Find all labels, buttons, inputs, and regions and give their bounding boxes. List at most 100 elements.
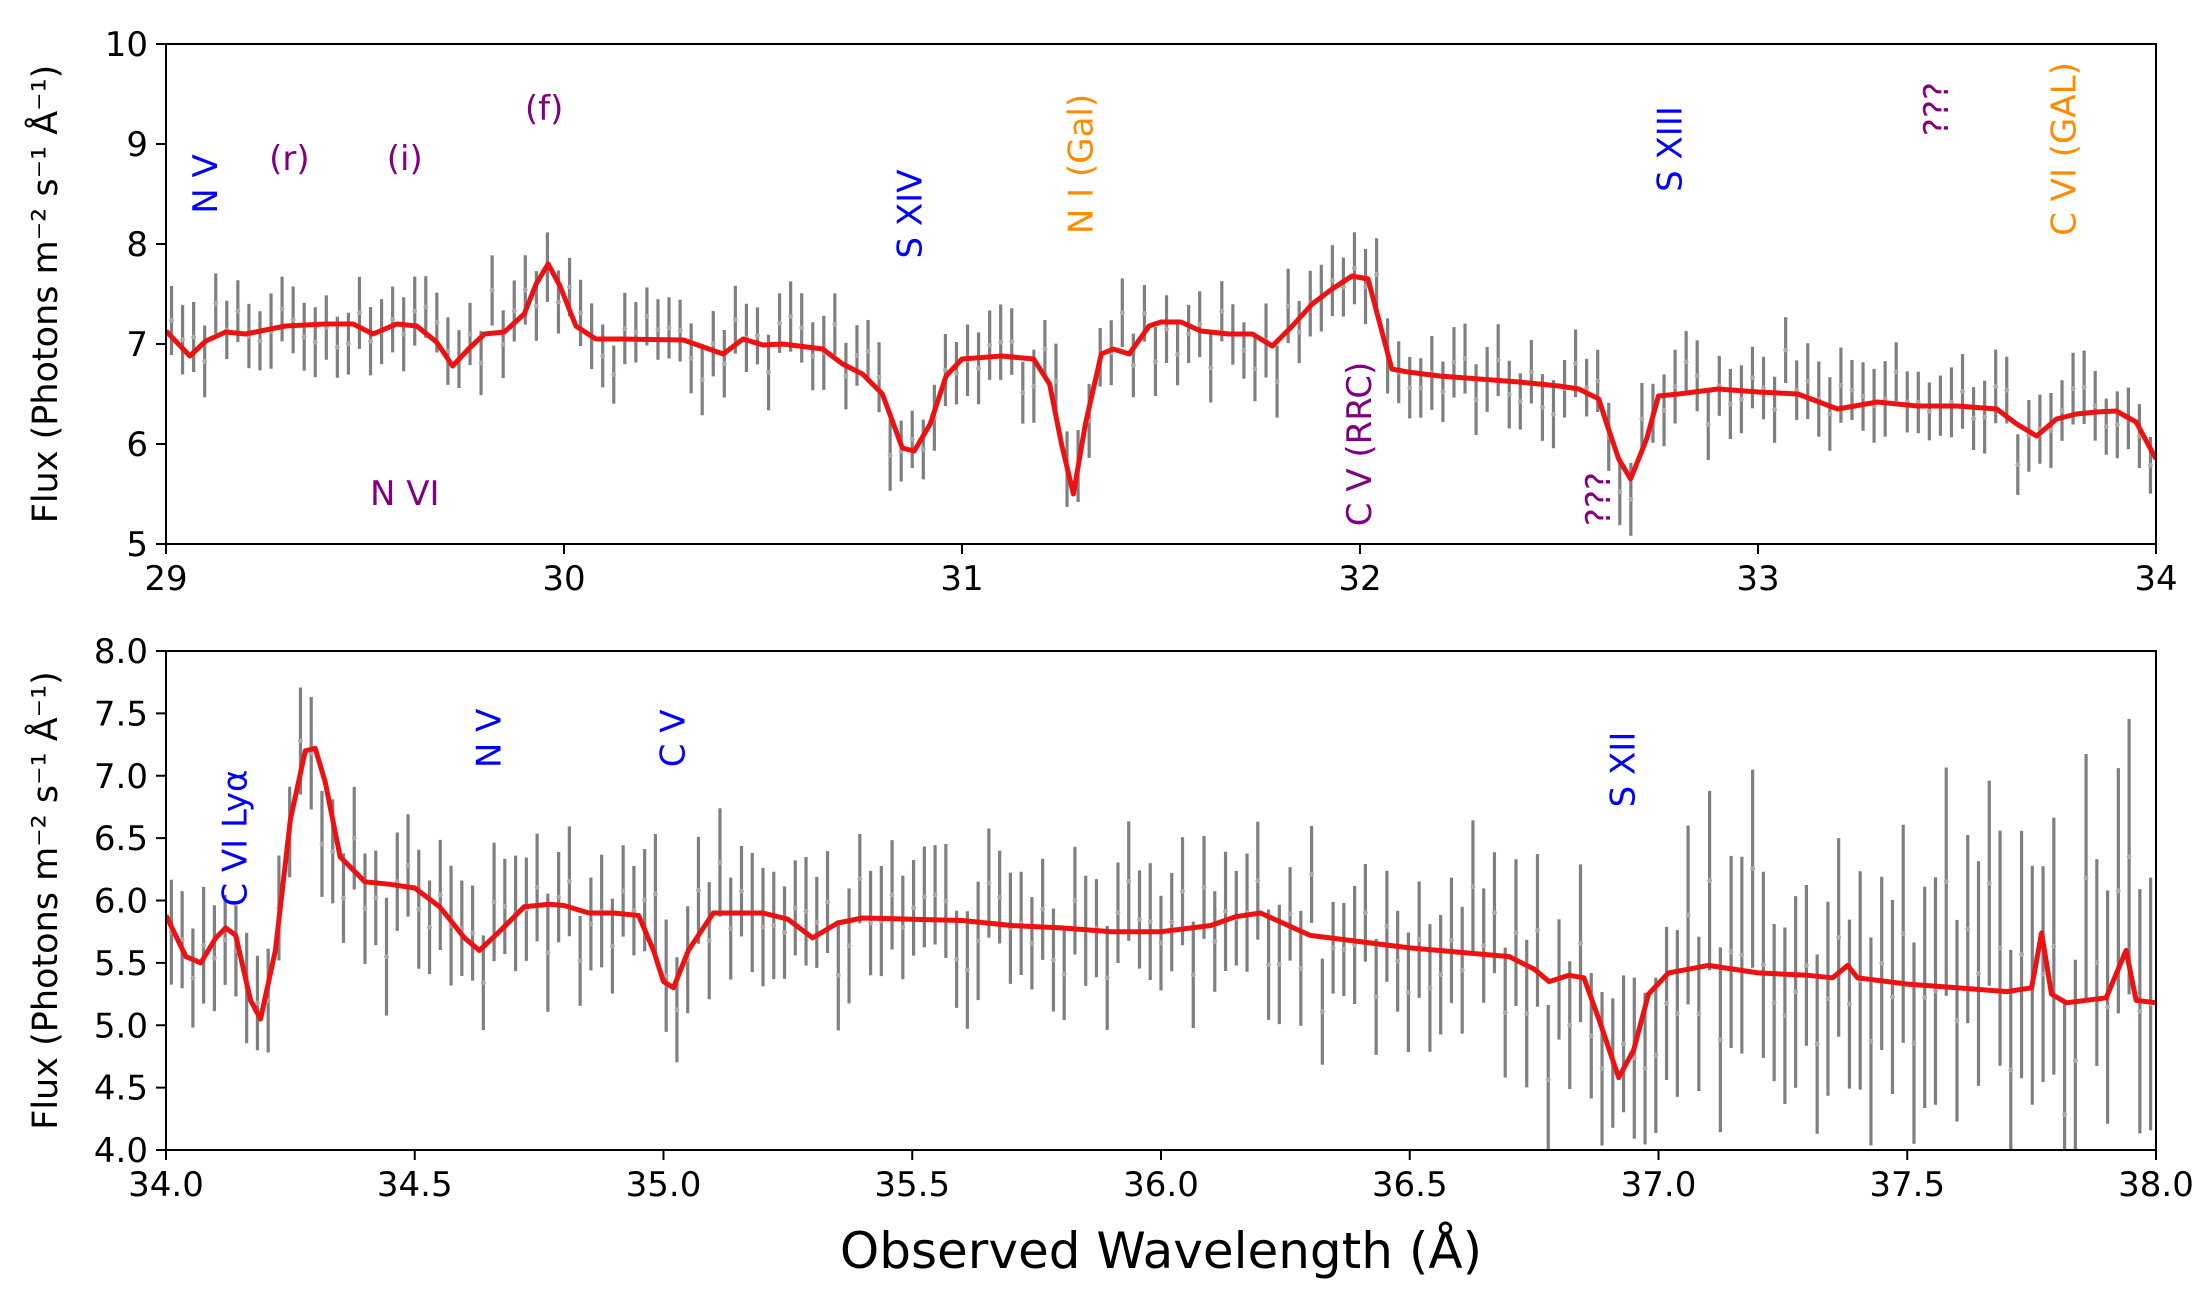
data-point xyxy=(341,853,346,943)
data-point xyxy=(1707,790,1712,971)
data-point xyxy=(1922,886,1928,1108)
data-point xyxy=(865,319,871,383)
data-point xyxy=(1567,961,1573,1089)
data-point xyxy=(666,297,672,359)
data-point xyxy=(1241,322,1247,379)
data-point xyxy=(334,316,340,378)
data-point xyxy=(1805,343,1811,419)
data-point xyxy=(489,255,495,326)
x-tick-label: 29 xyxy=(144,559,187,599)
data-point xyxy=(1341,257,1346,317)
data-point xyxy=(1879,876,1885,1051)
data-point xyxy=(1653,977,1659,1133)
data-point xyxy=(394,832,400,931)
line-label: ??? xyxy=(1579,472,1619,526)
data-point xyxy=(2062,1000,2067,1150)
data-point xyxy=(427,880,432,975)
data-point xyxy=(1384,870,1390,982)
x-tick-label: 34 xyxy=(2134,559,2177,599)
data-point xyxy=(1373,939,1379,1055)
data-point xyxy=(1072,846,1078,955)
data-point xyxy=(588,877,594,971)
data-point xyxy=(1783,317,1789,384)
data-point xyxy=(1175,323,1180,386)
x-tick-label: 37.0 xyxy=(1621,1165,1697,1205)
data-point xyxy=(878,865,884,977)
data-point xyxy=(1137,870,1142,969)
data-point xyxy=(710,311,716,377)
x-tick-label: 35.5 xyxy=(874,1165,950,1205)
data-point xyxy=(932,845,938,945)
data-point xyxy=(799,293,805,363)
data-point xyxy=(868,870,873,976)
data-point xyxy=(312,307,318,378)
data-point xyxy=(566,826,572,937)
data-point xyxy=(1362,863,1368,962)
data-point xyxy=(1158,895,1164,991)
line-label: C V (RRC) xyxy=(1340,362,1380,526)
data-point xyxy=(2040,866,2046,1083)
y-tick-label: 5 xyxy=(126,525,148,565)
x-tick-label: 31 xyxy=(940,559,983,599)
data-point xyxy=(1915,371,1921,434)
data-point xyxy=(1976,861,1981,1086)
data-point xyxy=(373,850,379,946)
data-point xyxy=(1545,1005,1551,1150)
data-point xyxy=(1190,921,1196,1028)
data-point xyxy=(1982,380,1988,454)
data-point xyxy=(437,839,443,950)
data-point xyxy=(2105,890,2110,1124)
data-point xyxy=(1252,336,1258,402)
x-tick-label: 34.0 xyxy=(128,1165,204,1205)
data-point xyxy=(1847,919,1852,1089)
data-point xyxy=(1449,877,1454,1004)
y-axis-label: Flux (Photons m⁻² s⁻¹ Å⁻¹) xyxy=(23,65,66,524)
y-tick-label: 9 xyxy=(126,125,148,165)
line-label: S XIII xyxy=(1650,106,1690,192)
data-point xyxy=(633,302,639,363)
data-point xyxy=(405,814,411,917)
data-point xyxy=(1020,361,1026,424)
data-point xyxy=(1761,356,1766,420)
data-point xyxy=(1119,278,1125,347)
data-point xyxy=(1573,329,1578,398)
data-point xyxy=(1838,347,1844,423)
data-point xyxy=(1716,355,1722,416)
data-point xyxy=(898,420,904,482)
data-point xyxy=(954,341,959,405)
data-point xyxy=(578,279,583,347)
data-point xyxy=(677,299,683,362)
line-label: N V xyxy=(469,709,509,769)
data-point xyxy=(1341,903,1347,997)
data-point xyxy=(412,276,418,346)
data-point xyxy=(1502,947,1508,1078)
data-point xyxy=(1965,835,1971,1024)
data-point xyxy=(1705,388,1711,461)
data-point xyxy=(1782,927,1788,1105)
data-point xyxy=(663,919,669,1032)
model-line xyxy=(166,261,2156,497)
data-point xyxy=(997,850,1003,944)
data-point xyxy=(191,301,197,373)
data-point xyxy=(1164,295,1169,363)
data-point xyxy=(1621,975,1626,1113)
data-point xyxy=(1407,356,1413,419)
line-label: C VI (GAL) xyxy=(2044,62,2084,236)
data-point xyxy=(1274,345,1280,418)
data-point xyxy=(1197,291,1203,358)
data-point xyxy=(1418,358,1424,418)
data-point xyxy=(384,897,389,1016)
data-point xyxy=(1416,881,1422,998)
data-point xyxy=(782,886,787,979)
data-point xyxy=(1473,364,1479,436)
data-point xyxy=(1329,245,1335,317)
data-point xyxy=(470,885,475,981)
data-point xyxy=(1374,238,1379,311)
data-point xyxy=(600,324,606,388)
data-point xyxy=(491,842,497,962)
data-point xyxy=(644,287,650,346)
data-point xyxy=(478,330,484,396)
data-point xyxy=(857,834,863,924)
data-point xyxy=(976,332,981,405)
data-point xyxy=(1481,888,1487,1003)
